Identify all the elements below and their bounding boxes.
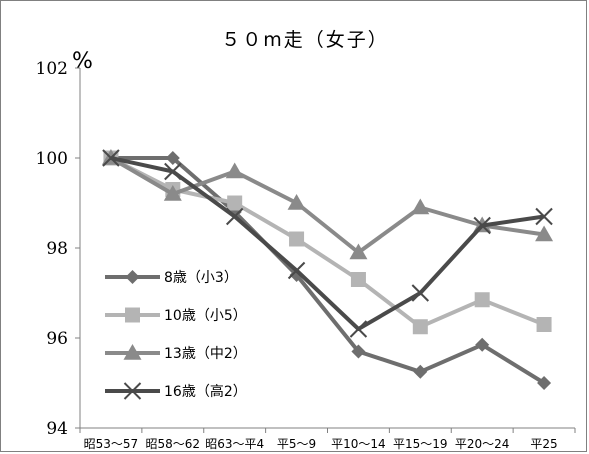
data-point [413, 364, 428, 379]
data-point [412, 319, 428, 335]
data-point [474, 292, 490, 308]
data-point [349, 320, 368, 338]
x-tick-label: 昭53～57 [84, 437, 139, 451]
x-tick-label: 平15～19 [393, 437, 448, 451]
x-tick-label: 昭58～62 [146, 437, 201, 451]
legend-marker [125, 270, 140, 284]
data-point [351, 344, 366, 359]
series-4 [102, 149, 553, 338]
data-point [473, 216, 491, 235]
series-3 [101, 149, 554, 260]
x-tick-label: 平10～14 [331, 437, 386, 451]
legend: 8歳（小3） 10歳（小5） 13歳（中2） 16歳（高2） [105, 270, 247, 400]
data-point [287, 194, 306, 210]
data-point [164, 162, 182, 181]
data-point [287, 261, 306, 280]
series-layer [101, 149, 554, 390]
legend-label: 13歳（中2） [164, 346, 247, 362]
data-point [163, 185, 182, 201]
legend-item: 8歳（小3） [105, 270, 238, 286]
data-point [349, 243, 368, 260]
data-point [350, 272, 366, 287]
y-tick-label: 98 [46, 239, 68, 259]
legend-marker [125, 307, 140, 323]
legend-marker [123, 382, 142, 400]
data-point [475, 337, 490, 352]
legend-marker [123, 344, 142, 360]
y-tick-label: 102 [36, 59, 68, 79]
y-tick-label: 94 [46, 419, 68, 439]
data-point [225, 162, 244, 179]
legend-item: 10歳（小5） [105, 307, 247, 324]
y-axis-unit-label: % [72, 49, 93, 74]
legend-label: 16歳（高2） [164, 383, 247, 400]
data-point [535, 207, 553, 226]
data-point [411, 284, 430, 302]
y-tick-label: 100 [36, 149, 68, 169]
x-tick-label: 平25 [530, 437, 557, 451]
chart-title: ５０m走（女子） [221, 29, 389, 51]
data-point [289, 231, 305, 247]
legend-item: 13歳（中2） [105, 344, 247, 362]
data-point [411, 198, 430, 215]
data-point [535, 225, 554, 242]
data-point [165, 151, 180, 165]
legend-label: 8歳（小3） [164, 270, 238, 286]
data-point [225, 207, 244, 226]
data-point [227, 195, 243, 211]
series-line [110, 156, 546, 385]
data-point [102, 149, 120, 167]
x-tick-label: 昭63～平4 [205, 437, 264, 451]
legend-item: 16歳（高2） [105, 382, 247, 400]
series-line [109, 156, 545, 255]
series-line [110, 156, 545, 331]
axes: 94 96 98 100 102 昭53～57 昭58～62 昭63～平4 平5～9 平10～14… [36, 59, 576, 451]
data-point [536, 317, 552, 332]
x-tick-label: 平5～9 [277, 437, 316, 451]
legend-label: 10歳（小5） [164, 308, 247, 324]
data-point [537, 376, 552, 390]
y-tick-label: 96 [46, 329, 68, 349]
x-tick-label: 平20～24 [455, 437, 510, 451]
series-2 [103, 150, 552, 335]
